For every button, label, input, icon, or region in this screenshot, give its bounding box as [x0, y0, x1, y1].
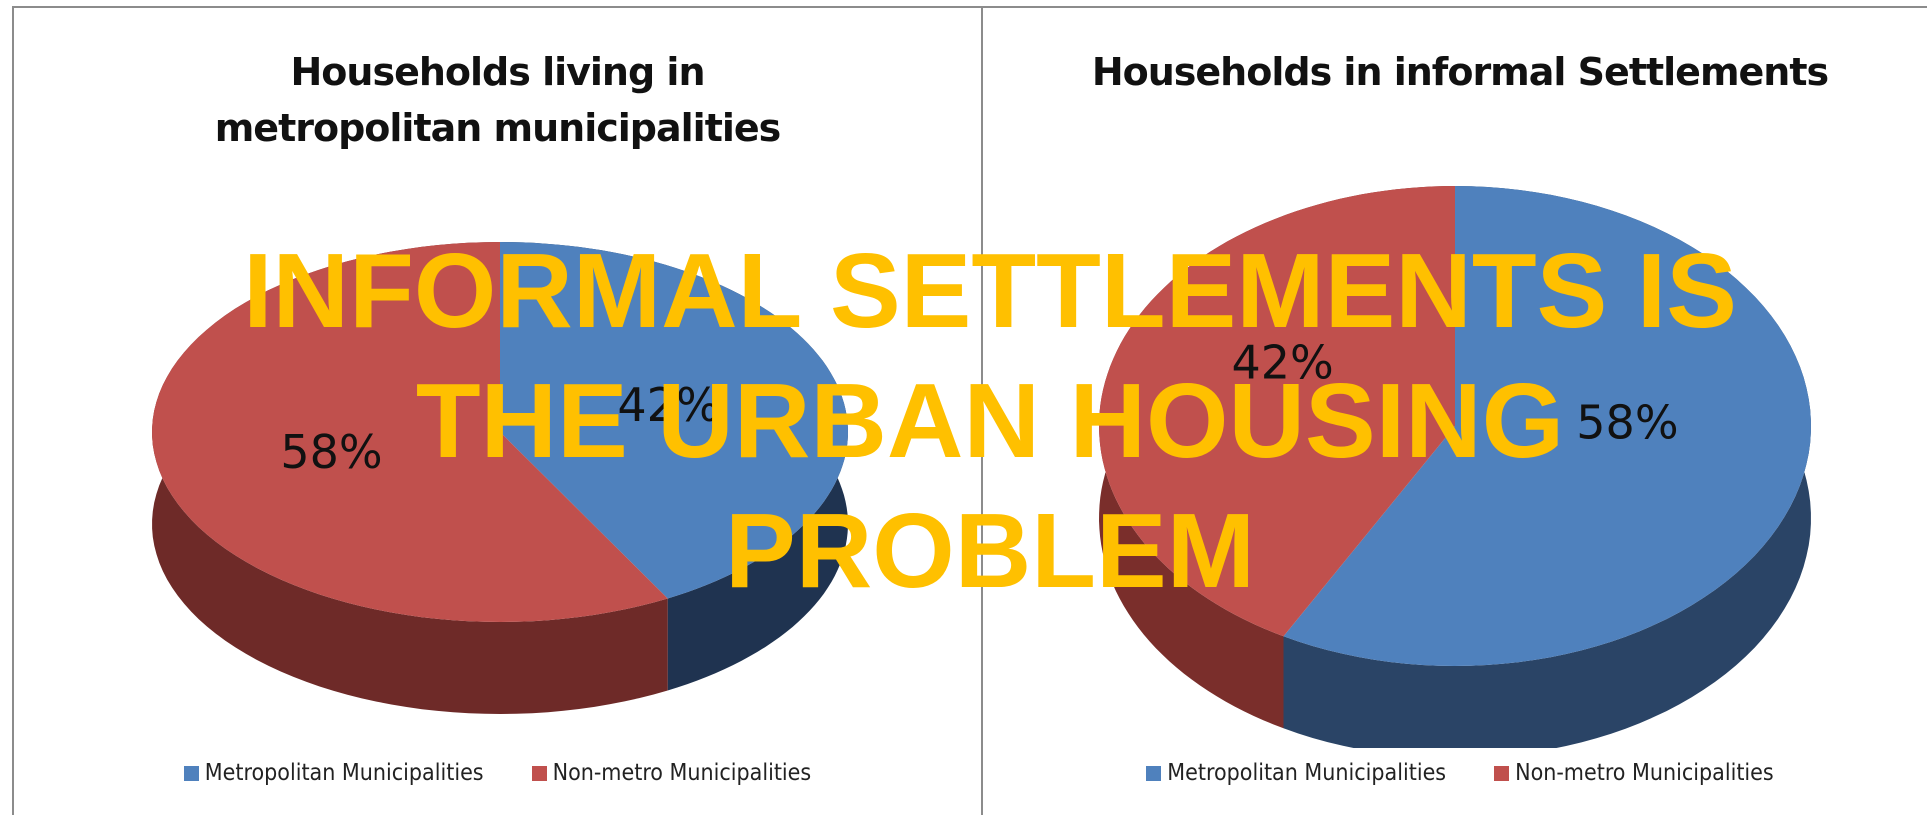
- data-label: 42%: [1231, 336, 1333, 390]
- legend-label: Metropolitan Municipalities: [204, 760, 484, 786]
- pie-slice: [1283, 186, 1811, 666]
- chart-title: Households living in metropolitan munici…: [214, 50, 782, 150]
- legend-label: Non-metro Municipalities: [552, 760, 812, 786]
- legend-label: Non-metro Municipalities: [1515, 760, 1774, 786]
- chart-panel: 58% 42% Metropolitan Municipalities Non-met…: [981, 6, 1927, 815]
- legend: Metropolitan Municipalities Non-metro Mun…: [983, 760, 1927, 786]
- legend-item: Non-metro Municipalities: [1494, 760, 1774, 786]
- legend-swatch: [183, 766, 199, 781]
- legend-item: Non-metro Municipalities: [531, 760, 812, 786]
- legend-item: Metropolitan Municipalities: [183, 760, 484, 786]
- legend: Metropolitan Municipalities Non-metro Mun…: [14, 760, 981, 786]
- pie-slice: [500, 242, 848, 599]
- legend-swatch: [531, 766, 547, 781]
- pie-slice: [1099, 186, 1455, 637]
- legend-label: Metropolitan Municipalities: [1167, 760, 1447, 786]
- legend-item: Metropolitan Municipalities: [1146, 760, 1446, 786]
- legend-swatch: [1494, 766, 1510, 781]
- data-label: 42%: [617, 378, 719, 432]
- pie-chart: 42% 58%: [152, 242, 848, 714]
- data-label: 58%: [280, 425, 382, 479]
- chart-title: Households in informal Settlements: [1091, 50, 1829, 94]
- chart-panel: 42% 58% Metropolitan Municipalities Non-met…: [12, 6, 983, 815]
- pie-slice: [152, 242, 668, 622]
- pie-chart: 58% 42%: [1099, 186, 1811, 748]
- data-label: 58%: [1576, 395, 1678, 449]
- legend-swatch: [1146, 766, 1162, 781]
